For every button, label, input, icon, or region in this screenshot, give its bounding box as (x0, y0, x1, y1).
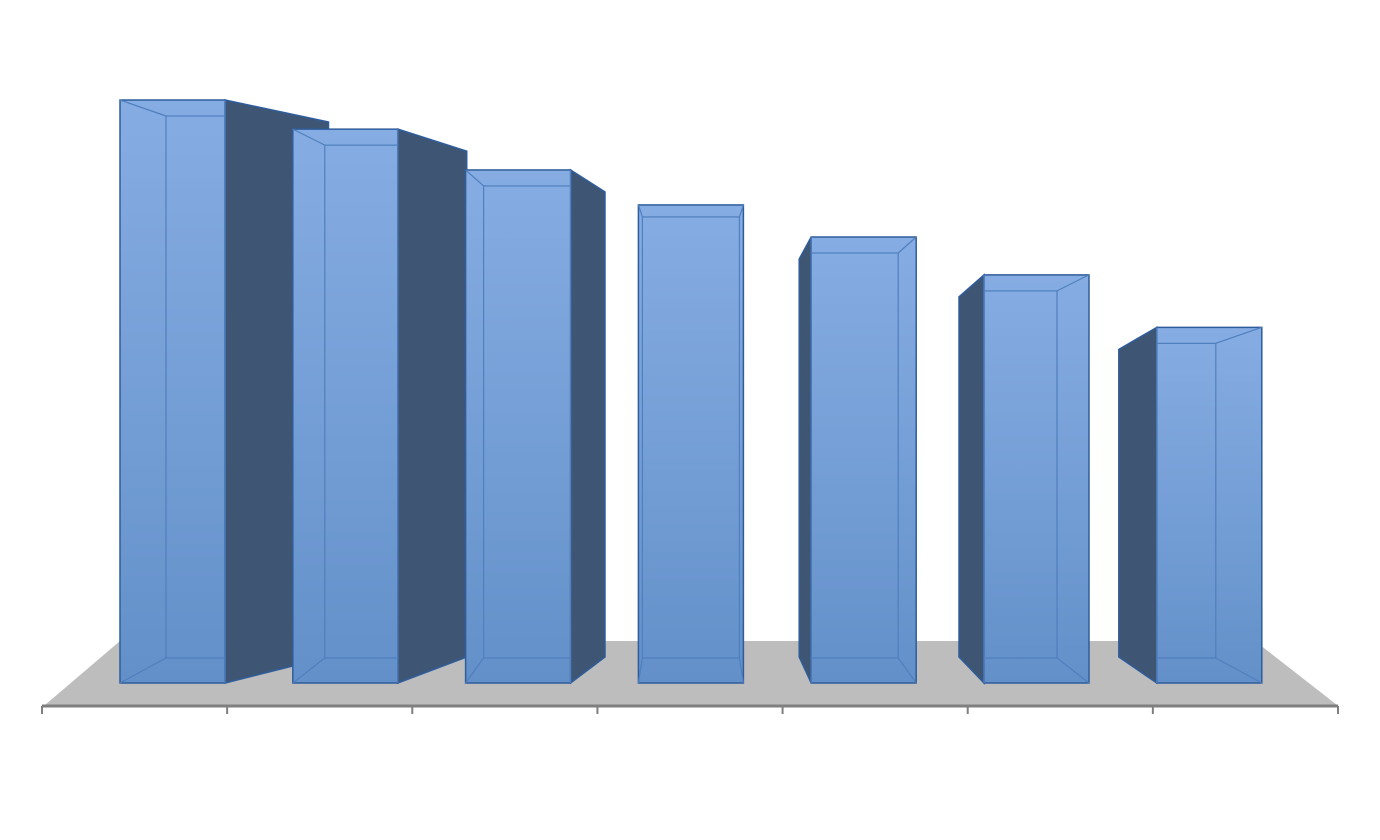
bar-edge-line (1215, 326, 1262, 344)
bar-front-face (810, 236, 917, 684)
bar-2 (292, 128, 468, 685)
bar-edge-line (292, 128, 326, 146)
bar-inner-edges (983, 290, 1058, 659)
bar-inner-edges (483, 185, 572, 659)
bar-edge-line (637, 204, 643, 218)
bar-edge-line (637, 657, 643, 684)
bar-side-face (569, 168, 606, 685)
bar-inner-edges (165, 115, 226, 659)
bar-edge-line (465, 169, 484, 187)
bar-front-face (464, 169, 572, 684)
bars-layer (119, 99, 1263, 685)
bar-5 (798, 236, 917, 684)
bar-front-face (1156, 326, 1263, 684)
bar-side-face (397, 128, 468, 685)
bar-edge-line (119, 657, 167, 684)
bar-edge-line (738, 204, 744, 218)
bar-inner-edges (641, 216, 741, 659)
bar-edge-line (897, 236, 917, 254)
bar-front-face (292, 128, 399, 684)
bar-edge-line (897, 657, 917, 684)
bar-4 (637, 204, 745, 684)
bar-front-face (983, 274, 1090, 684)
bar-edge-line (292, 657, 326, 684)
bar-front-face (119, 99, 226, 684)
bar-3 (464, 168, 606, 685)
bar-side-face (798, 236, 812, 684)
bar-edge-line (1215, 657, 1263, 684)
bar-7 (1118, 326, 1263, 685)
bar-side-face (1118, 326, 1158, 685)
bar-6 (958, 273, 1090, 685)
bar-inner-edges (810, 252, 899, 659)
bar-side-face (958, 273, 985, 685)
bar-inner-edges (324, 144, 399, 659)
bar-edge-line (119, 99, 167, 117)
bar-front-face (637, 204, 745, 684)
bar-edge-line (1056, 657, 1090, 684)
bar-inner-edges (1156, 342, 1217, 659)
bar-edge-line (1056, 274, 1090, 292)
x-axis (41, 704, 1339, 714)
bar-edge-line (738, 657, 744, 684)
bar-edge-line (465, 657, 485, 684)
